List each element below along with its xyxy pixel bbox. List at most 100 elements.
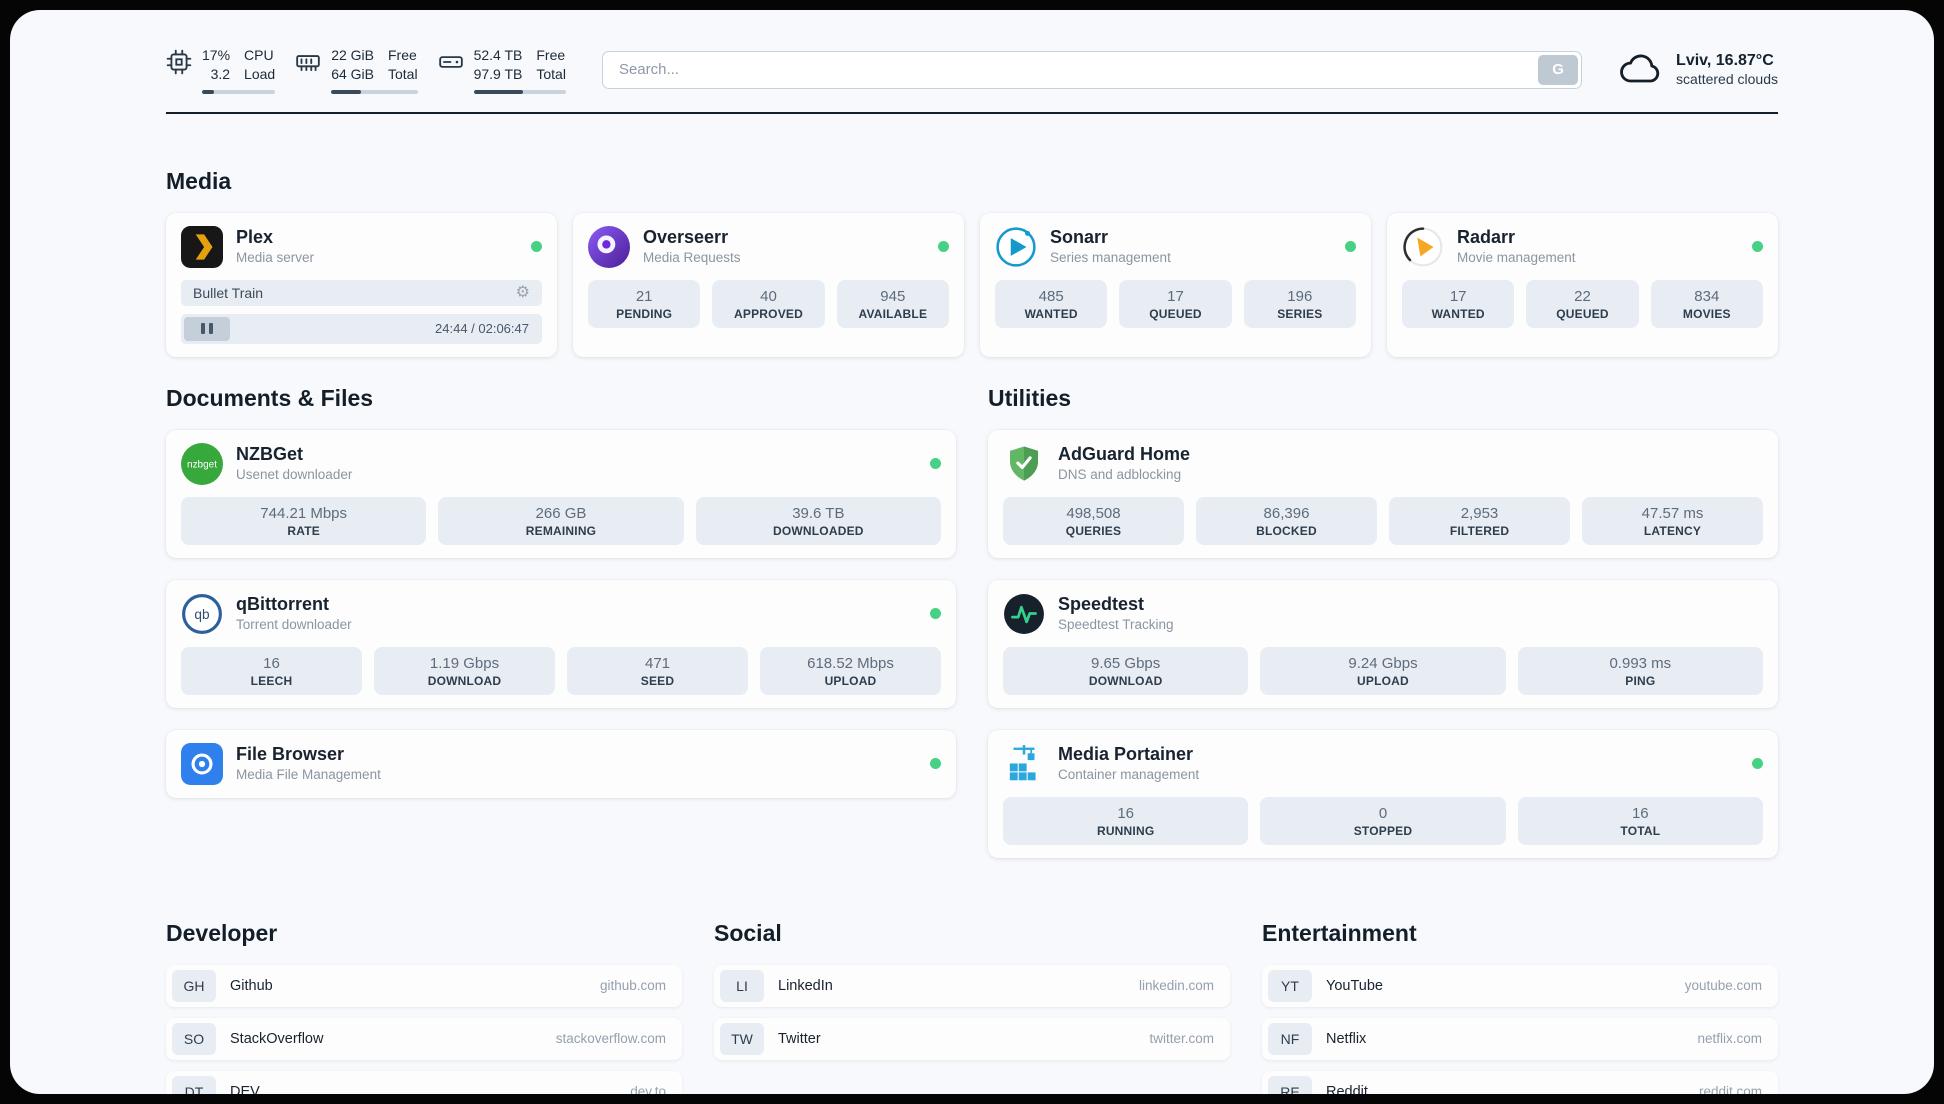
app-subtitle: Usenet downloader: [236, 467, 353, 483]
disk-free-value: 52.4 TB: [473, 47, 523, 63]
app-card-filebrowser[interactable]: File Browser Media File Management: [166, 729, 956, 798]
app-subtitle: Torrent downloader: [236, 617, 352, 633]
bookmark-github[interactable]: GH Github github.com: [166, 964, 682, 1007]
cpu-progress-fill: [202, 89, 215, 94]
stat-box: 471 SEED: [567, 646, 748, 695]
status-dot: [930, 758, 941, 770]
stat-value: 744.21 Mbps: [260, 504, 348, 522]
bookmark-name: Reddit: [1326, 1083, 1368, 1094]
app-card-nzbget[interactable]: nzbget NZBGet Usenet downloader 744.21 M…: [166, 429, 956, 558]
section-heading-social: Social: [714, 919, 782, 946]
stat-value: 39.6 TB: [792, 504, 845, 522]
gear-icon[interactable]: ⚙: [515, 283, 530, 301]
app-title: Media Portainer: [1058, 744, 1194, 765]
cpu-label-1: CPU: [244, 47, 274, 63]
app-card-plex[interactable]: Plex Media server Bullet Train ⚙ 24:44 /…: [166, 212, 557, 357]
section-heading-developer: Developer: [166, 919, 278, 946]
app-subtitle: DNS and adblocking: [1058, 467, 1182, 483]
stat-box: 86,396 BLOCKED: [1196, 496, 1377, 545]
dashboard-page: 17% 3.2 CPU Load: [10, 10, 1934, 1094]
status-dot: [1752, 758, 1763, 770]
stat-box: 0.993 ms PING: [1517, 646, 1763, 695]
portainer-icon: [1003, 743, 1045, 785]
ram-free-value: 22 GiB: [331, 47, 374, 63]
stat-label: QUERIES: [1065, 523, 1122, 538]
cpu-widget: 17% 3.2 CPU Load: [166, 46, 276, 94]
app-card-portainer[interactable]: Media Portainer Container management 16 …: [988, 729, 1778, 858]
status-dot: [1752, 241, 1763, 253]
stat-label: DOWNLOAD: [1088, 673, 1163, 688]
bookmark-domain: netflix.com: [1697, 1031, 1762, 1047]
bookmark-linkedin[interactable]: LI LinkedIn linkedin.com: [714, 964, 1230, 1007]
bookmarks-section: Developer GH Github github.com SO StackO…: [166, 920, 1778, 1094]
stat-box: 9.65 Gbps DOWNLOAD: [1003, 646, 1249, 695]
bookmark-abbr: NF: [1268, 1022, 1312, 1055]
bookmark-netflix[interactable]: NF Netflix netflix.com: [1262, 1017, 1778, 1060]
bookmark-youtube[interactable]: YT YouTube youtube.com: [1262, 964, 1778, 1007]
bookmark-dev[interactable]: DT DEV dev.to: [166, 1070, 682, 1094]
adguard-icon: [1003, 443, 1045, 485]
search-engine-button[interactable]: G: [1538, 54, 1579, 85]
bookmark-abbr: GH: [172, 969, 216, 1002]
stat-label: QUEUED: [1149, 306, 1202, 321]
search-input[interactable]: [601, 50, 1583, 89]
status-dot: [938, 241, 949, 253]
stat-value: 2,953: [1460, 504, 1499, 522]
stat-label: REMAINING: [525, 523, 597, 538]
stat-value: 47.57 ms: [1641, 504, 1704, 522]
section-documents: Documents & Files nzbget NZBGet Usenet d…: [166, 385, 956, 798]
app-subtitle: Container management: [1058, 767, 1200, 783]
stat-box: 21 PENDING: [588, 279, 701, 328]
stat-value: 21: [635, 287, 653, 305]
disk-label-2: Total: [536, 65, 566, 82]
pause-button[interactable]: [184, 316, 230, 341]
stat-label: RATE: [287, 523, 320, 538]
stat-box: 744.21 Mbps RATE: [181, 496, 427, 545]
stat-label: UPLOAD: [824, 673, 877, 688]
bookmark-stackoverflow[interactable]: SO StackOverflow stackoverflow.com: [166, 1017, 682, 1060]
bookmark-twitter[interactable]: TW Twitter twitter.com: [714, 1017, 1230, 1060]
app-card-sonarr[interactable]: Sonarr Series management 485 WANTED 17 Q…: [980, 212, 1371, 357]
stat-value: 0: [1378, 804, 1388, 822]
app-card-qbittorrent[interactable]: qb qBittorrent Torrent downloader 16: [166, 579, 956, 708]
bookmark-reddit[interactable]: RE Reddit reddit.com: [1262, 1070, 1778, 1094]
app-title: Radarr: [1457, 227, 1516, 248]
app-card-overseerr[interactable]: Overseerr Media Requests 21 PENDING 40 A…: [573, 212, 964, 357]
stat-value: 16: [263, 654, 280, 672]
header-divider: [166, 111, 1778, 114]
plex-icon: [181, 225, 223, 268]
stat-box: 618.52 Mbps UPLOAD: [760, 646, 941, 695]
stat-label: PING: [1625, 673, 1656, 688]
bookmark-domain: reddit.com: [1698, 1084, 1762, 1094]
app-subtitle: Speedtest Tracking: [1058, 617, 1174, 633]
app-subtitle: Media File Management: [236, 767, 381, 783]
disk-label-1: Free: [536, 47, 566, 63]
stat-value: 945: [880, 287, 906, 305]
cpu-load-value: 3.2: [210, 65, 231, 82]
bookmark-domain: linkedin.com: [1138, 978, 1214, 994]
sonarr-icon: [995, 226, 1037, 268]
stat-label: QUEUED: [1556, 306, 1609, 321]
stat-box: 834 MOVIES: [1650, 279, 1763, 328]
stat-value: 16: [1631, 804, 1649, 822]
stat-label: FILTERED: [1449, 523, 1510, 538]
weather-location: Lviv, 16.87°C: [1676, 52, 1774, 70]
nzbget-icon: nzbget: [181, 442, 223, 485]
app-card-adguard[interactable]: AdGuard Home DNS and adblocking 498,508 …: [988, 429, 1778, 558]
disk-progress-bar: [473, 89, 566, 94]
stat-label: DOWNLOAD: [427, 673, 502, 688]
section-utilities: Utilities AdGuard Home DNS and adblockin…: [988, 385, 1778, 858]
stat-box: 498,508 QUERIES: [1003, 496, 1184, 545]
speedtest-icon: [1003, 593, 1045, 635]
overseerr-icon: [588, 225, 630, 268]
stat-label: TOTAL: [1620, 823, 1661, 838]
app-title: AdGuard Home: [1058, 444, 1191, 465]
bookmark-name: DEV: [230, 1083, 260, 1094]
weather-condition: scattered clouds: [1676, 71, 1778, 88]
stat-box: 0 STOPPED: [1260, 796, 1506, 845]
stat-value: 40: [760, 287, 777, 305]
app-card-radarr[interactable]: Radarr Movie management 17 WANTED 22 QUE…: [1387, 212, 1778, 357]
stat-value: 266 GB: [535, 504, 587, 522]
app-card-speedtest[interactable]: Speedtest Speedtest Tracking 9.65 Gbps D…: [988, 579, 1778, 708]
stat-label: PENDING: [616, 306, 673, 321]
